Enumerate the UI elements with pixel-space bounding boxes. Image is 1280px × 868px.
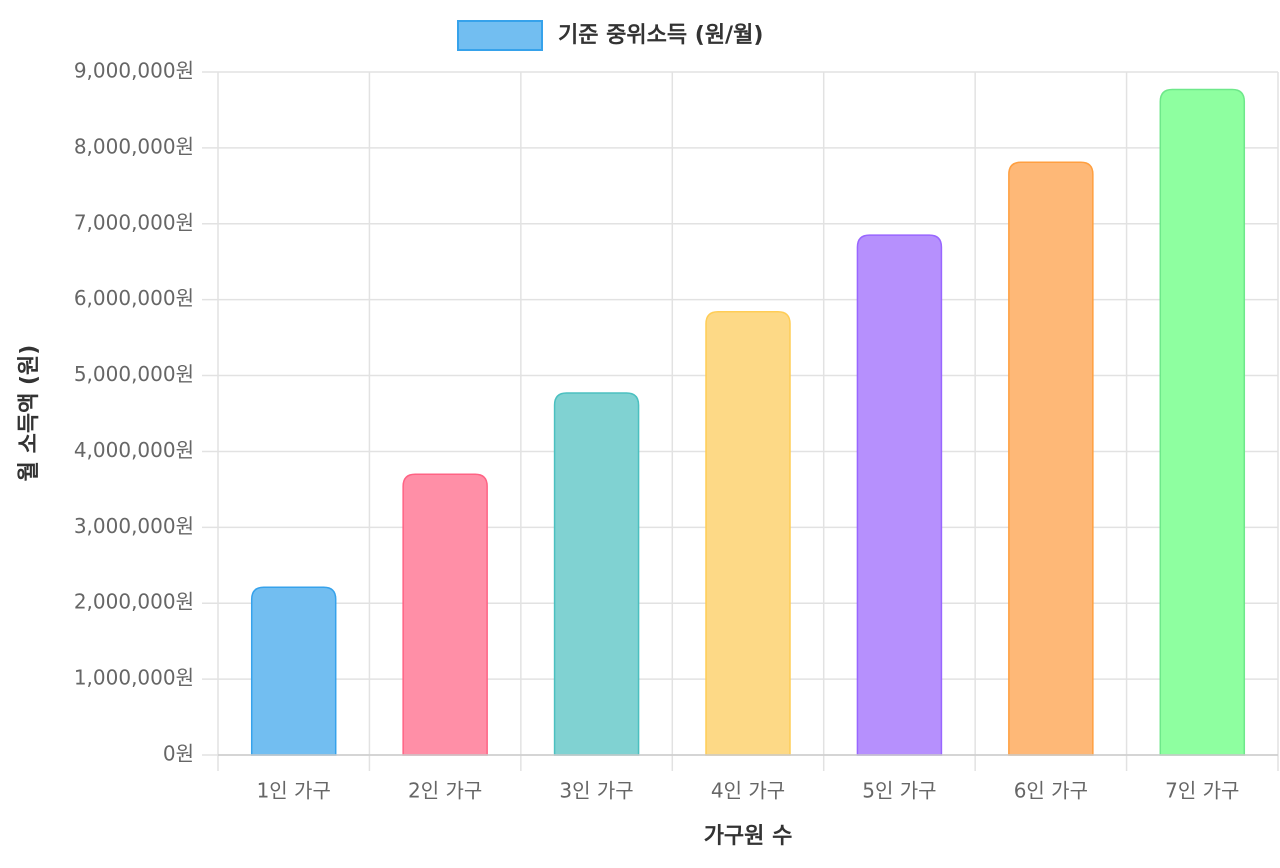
x-tick-label: 7인 가구 — [1165, 779, 1239, 803]
bar — [402, 473, 488, 756]
y-tick-label: 5,000,000원 — [74, 362, 194, 386]
bar — [250, 586, 337, 756]
x-tick-label: 3인 가구 — [559, 779, 633, 803]
legend-label: 기준 중위소득 (원/월) — [558, 23, 763, 48]
y-tick-label: 9,000,000원 — [74, 59, 194, 83]
bar — [1008, 161, 1094, 756]
y-tick-label: 6,000,000원 — [74, 286, 194, 310]
bar — [553, 392, 640, 756]
x-tick-label: 6인 가구 — [1014, 779, 1088, 803]
y-tick-label: 1,000,000원 — [74, 666, 194, 690]
y-tick-label: 8,000,000원 — [74, 134, 194, 158]
x-tick-label: 2인 가구 — [408, 779, 482, 803]
y-tick-label: 7,000,000원 — [74, 210, 194, 234]
bar — [705, 311, 791, 756]
y-tick-label: 2,000,000원 — [74, 590, 194, 614]
y-tick-label: 4,000,000원 — [74, 438, 194, 462]
x-axis-title: 가구원 수 — [704, 824, 793, 849]
bar — [1159, 88, 1246, 756]
y-tick-label: 3,000,000원 — [74, 514, 194, 538]
x-tick-label: 1인 가구 — [257, 779, 331, 803]
y-tick-label: 0원 — [163, 742, 194, 766]
x-tick-label: 4인 가구 — [711, 779, 785, 803]
x-tick-label: 5인 가구 — [862, 779, 936, 803]
legend-swatch — [457, 20, 543, 51]
y-axis-title: 월 소득액 (원) — [17, 345, 42, 482]
bar — [856, 234, 943, 756]
